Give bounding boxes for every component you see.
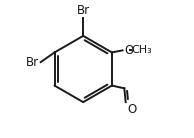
Text: CH₃: CH₃ <box>131 45 152 55</box>
Text: Br: Br <box>26 56 39 69</box>
Text: O: O <box>124 44 133 57</box>
Text: Br: Br <box>77 4 90 17</box>
Text: O: O <box>127 103 136 116</box>
